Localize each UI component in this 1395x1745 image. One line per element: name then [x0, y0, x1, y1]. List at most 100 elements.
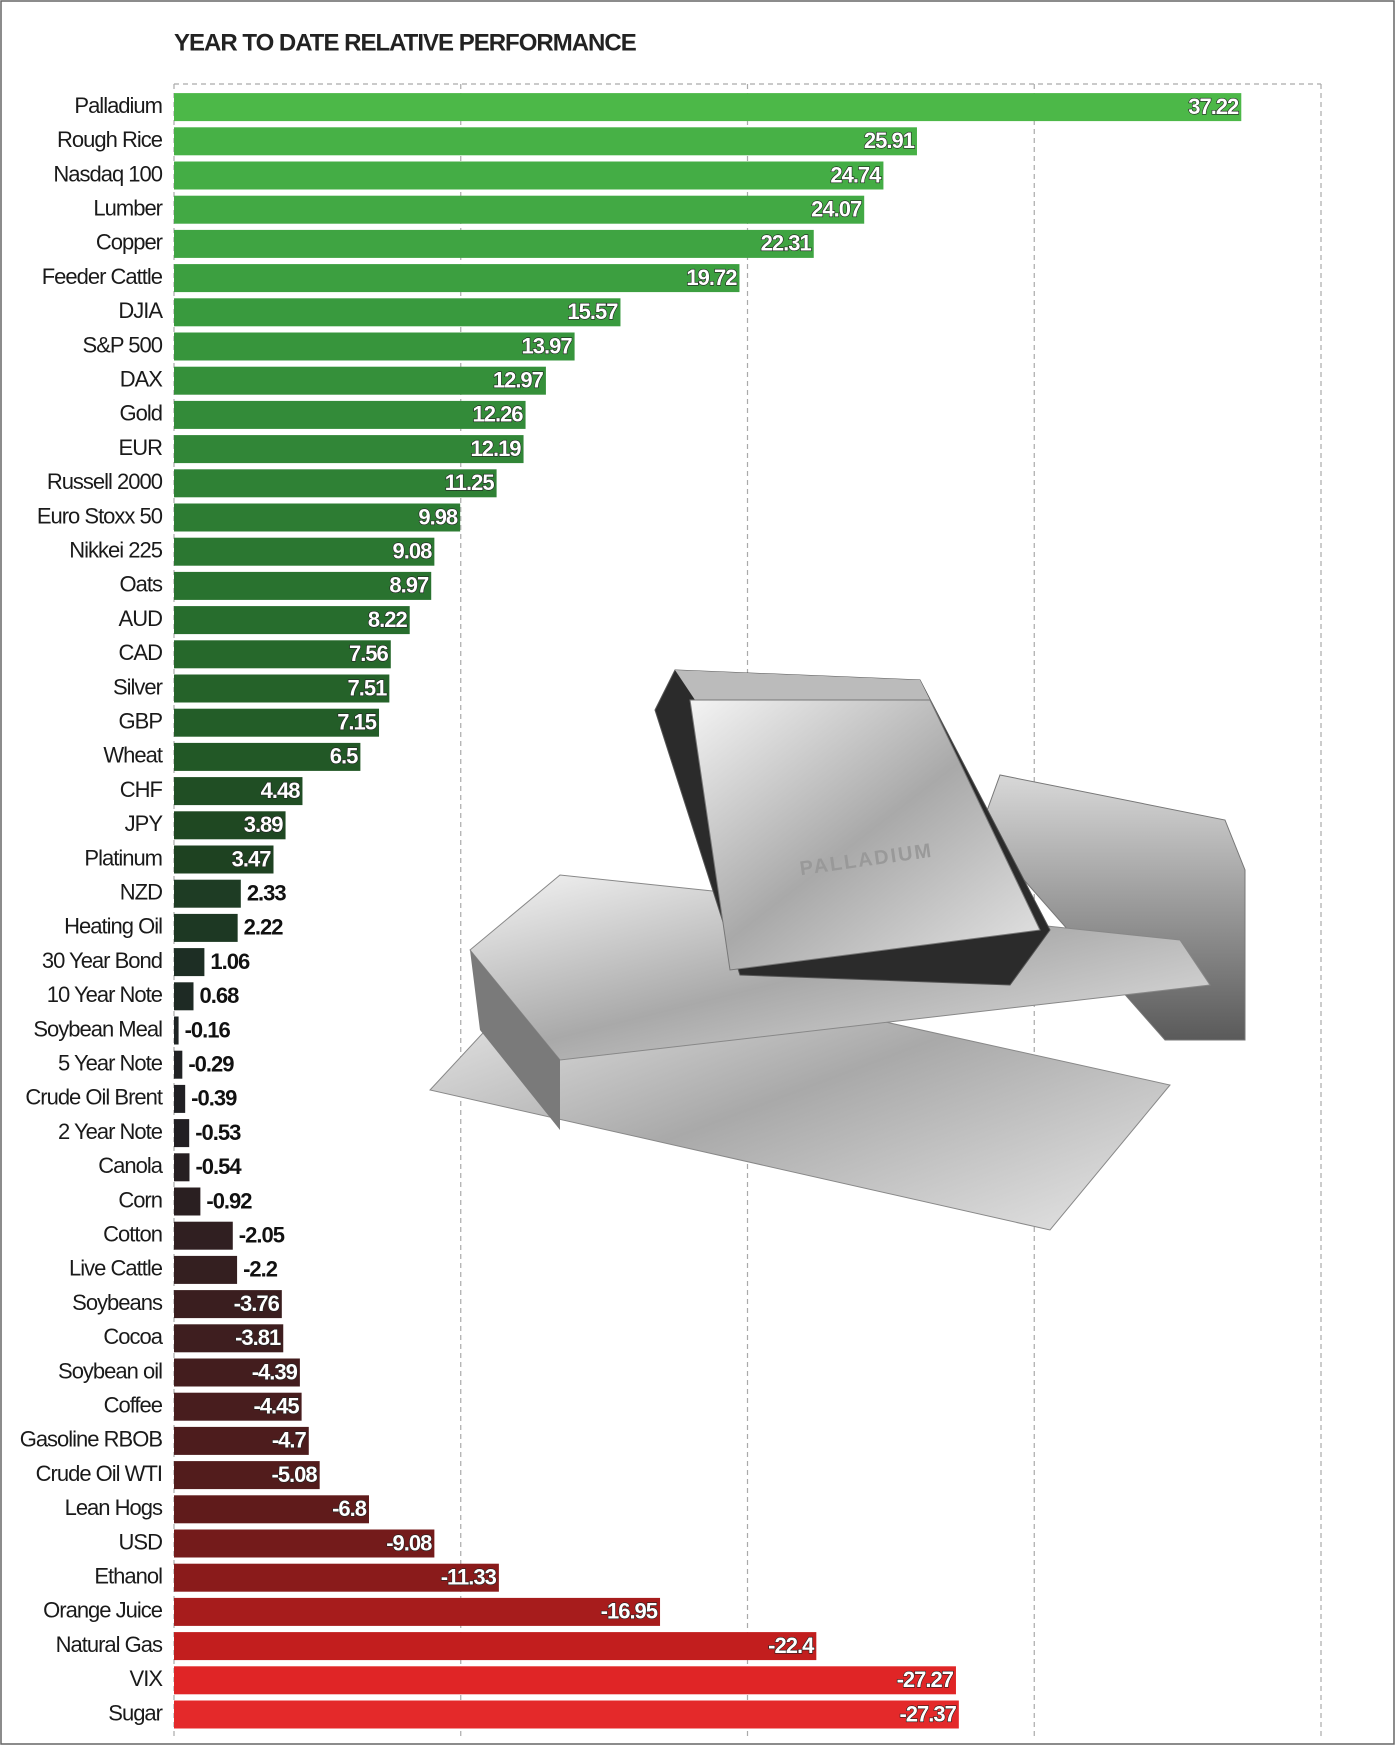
value-label: -5.08 — [272, 1462, 318, 1487]
bar — [174, 777, 303, 806]
category-label: Ethanol — [94, 1564, 162, 1589]
category-label: Soybeans — [72, 1290, 163, 1315]
category-label: Coffee — [104, 1393, 163, 1418]
bar — [174, 1563, 499, 1592]
bar — [174, 913, 238, 942]
value-label: -2.2 — [243, 1257, 278, 1282]
bar — [174, 982, 194, 1011]
bar — [174, 1153, 190, 1182]
value-label: 9.08 — [393, 539, 433, 564]
bar — [174, 1119, 190, 1148]
category-label: Corn — [118, 1187, 162, 1212]
value-label: 12.26 — [472, 402, 523, 427]
category-label: Nikkei 225 — [69, 538, 162, 563]
category-label: Russell 2000 — [47, 469, 163, 494]
category-label: Copper — [96, 230, 163, 255]
bar — [174, 400, 526, 429]
value-label: 1.06 — [210, 949, 250, 974]
category-label: JPY — [125, 811, 164, 836]
category-label: Gold — [120, 401, 162, 426]
bar — [174, 1392, 302, 1421]
value-label: -2.05 — [239, 1223, 285, 1248]
category-label: Lean Hogs — [65, 1495, 163, 1520]
bar — [174, 1221, 233, 1250]
value-label: -0.39 — [191, 1086, 237, 1111]
category-label: Soybean Meal — [33, 1016, 162, 1041]
value-label: 11.25 — [445, 470, 495, 495]
bar — [174, 1050, 183, 1079]
value-label: 12.19 — [470, 436, 521, 461]
category-label: Gasoline RBOB — [20, 1427, 163, 1452]
category-label: Heating Oil — [64, 914, 162, 939]
category-label: Lumber — [93, 196, 162, 221]
bar — [174, 161, 884, 190]
value-label: -0.92 — [206, 1188, 252, 1213]
bar — [174, 93, 1242, 122]
category-label: VIX — [130, 1666, 164, 1691]
category-label: Natural Gas — [56, 1632, 163, 1657]
value-label: -27.27 — [897, 1667, 954, 1692]
value-label: 4.48 — [261, 778, 301, 803]
value-label: 7.56 — [349, 641, 389, 666]
category-label: 5 Year Note — [58, 1051, 163, 1076]
bar — [174, 1084, 186, 1113]
category-label: CAD — [119, 640, 163, 665]
value-label: 8.97 — [389, 573, 429, 598]
value-label: -0.16 — [185, 1017, 231, 1042]
value-label: -4.45 — [253, 1394, 299, 1419]
bar — [174, 503, 461, 532]
value-label: -3.76 — [234, 1291, 280, 1316]
category-label: EUR — [119, 435, 163, 460]
value-label: -16.95 — [601, 1599, 658, 1624]
value-label: -4.39 — [252, 1359, 298, 1384]
bar — [174, 606, 410, 635]
category-label: Silver — [113, 674, 163, 699]
bar — [174, 571, 432, 600]
category-label: DJIA — [118, 298, 163, 323]
category-label: Feeder Cattle — [42, 264, 163, 289]
value-label: 12.97 — [493, 368, 544, 393]
category-label: NZD — [120, 880, 162, 905]
value-label: 24.74 — [830, 162, 882, 187]
category-label: 30 Year Bond — [42, 948, 162, 973]
value-label: -0.54 — [195, 1154, 242, 1179]
bar — [174, 1666, 956, 1695]
value-label: 37.22 — [1188, 94, 1239, 119]
value-label: 24.07 — [811, 197, 862, 222]
chart-title: YEAR TO DATE RELATIVE PERFORMANCE — [174, 29, 637, 56]
bar — [174, 1461, 320, 1490]
category-label: Sugar — [108, 1700, 162, 1725]
category-label: 2 Year Note — [58, 1119, 163, 1144]
bar — [174, 1255, 238, 1284]
category-label: Crude Oil WTI — [36, 1461, 162, 1486]
category-label: Wheat — [103, 743, 162, 768]
category-label: CHF — [120, 777, 163, 802]
bar — [174, 435, 524, 464]
bar — [174, 811, 286, 840]
bar — [174, 1597, 661, 1626]
value-label: 2.33 — [247, 881, 287, 906]
bar — [174, 674, 390, 703]
bar — [174, 1495, 369, 1524]
bar — [174, 1324, 284, 1353]
bar — [174, 1016, 179, 1045]
value-label: 9.98 — [418, 504, 458, 529]
value-label: 2.22 — [244, 915, 284, 940]
value-label: -0.53 — [195, 1120, 241, 1145]
bar — [174, 640, 391, 669]
bar — [174, 298, 621, 327]
category-label: Soybean oil — [58, 1358, 162, 1383]
category-label: Platinum — [84, 845, 162, 870]
value-label: 3.89 — [244, 812, 284, 837]
value-label: 19.72 — [686, 265, 737, 290]
value-label: 25.91 — [864, 128, 915, 153]
value-label: 13.97 — [522, 333, 573, 358]
category-label: DAX — [120, 367, 164, 392]
category-label: Oats — [120, 572, 163, 597]
category-label: Nasdaq 100 — [53, 161, 162, 186]
bar — [174, 948, 205, 977]
bar — [174, 845, 274, 874]
value-label: -4.7 — [272, 1428, 307, 1453]
